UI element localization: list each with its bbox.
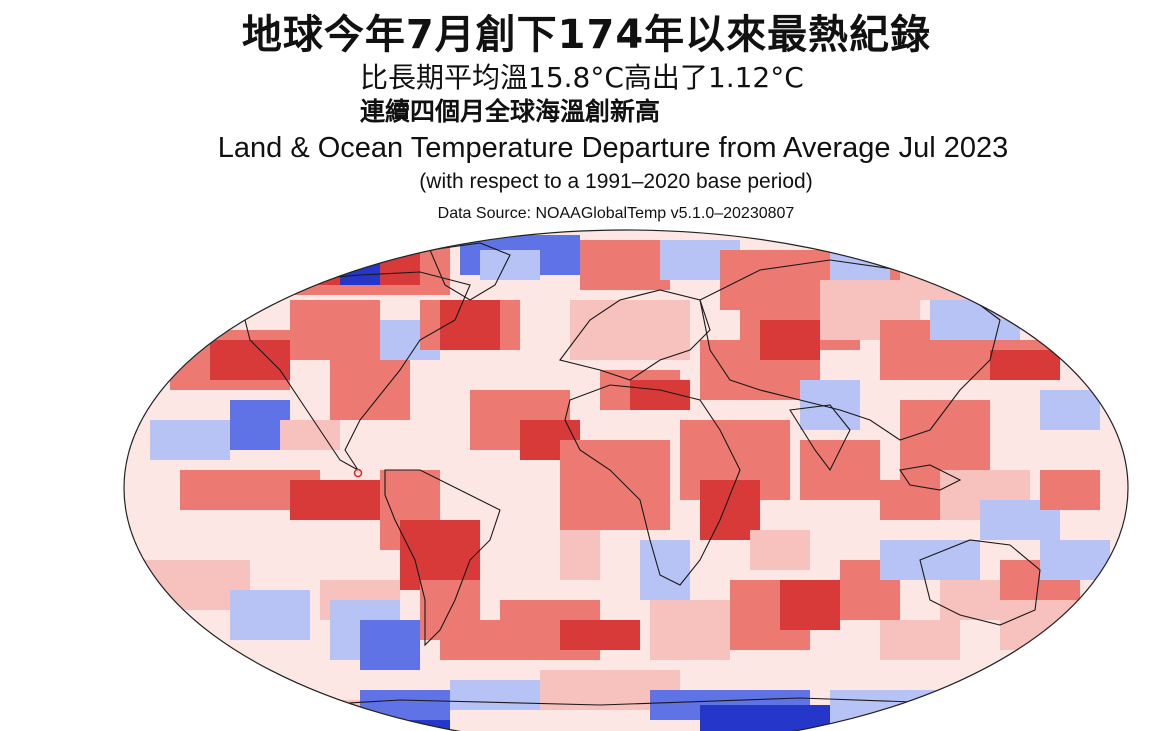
subheadline-ocean-record: 連續四個月全球海溫創新高 [360,97,661,126]
anomaly-cell [330,360,410,420]
anomaly-cell [440,300,500,350]
anomaly-cell [1000,280,1060,320]
coastline [564,384,741,586]
anomaly-cell [780,580,840,630]
map-title: Land & Ocean Temperature Departure from … [217,132,1009,164]
anomaly-cell [560,620,640,650]
map-subtitle: (with respect to a 1991–2020 base period… [419,170,813,193]
anomaly-cell [760,320,820,360]
coastline [384,469,501,647]
anomaly-cell [560,440,670,530]
anomaly-cell [210,340,290,380]
anomaly-cell [1000,600,1090,650]
anomaly-cell [290,480,390,520]
anomaly-cell [990,350,1060,380]
anomaly-cell [340,255,380,285]
anomaly-cell [440,620,500,660]
coastline [699,259,1001,441]
anomaly-cell [940,580,1000,620]
location-marker [353,468,363,478]
anomaly-cell [570,300,690,360]
anomaly-cell [950,700,1090,731]
anomaly-cell [580,240,670,290]
anomaly-cell [230,590,310,640]
anomaly-cell [150,420,230,460]
anomaly-cell [290,300,380,360]
anomaly-cell [650,600,730,660]
anomaly-cell [360,690,450,720]
coastline [239,271,471,471]
coastline [429,242,511,301]
anomaly-cell [750,530,810,570]
anomaly-cell [880,540,980,580]
anomaly-cell [1040,470,1100,510]
anomaly-cell [700,705,850,731]
map-data-source: Data Source: NOAAGlobalTemp v5.1.0–20230… [437,205,795,222]
anomaly-cell [560,530,600,580]
coastline [789,404,851,472]
anomaly-cell [640,540,690,600]
anomaly-cell [450,680,540,710]
anomaly-cell [830,690,960,730]
headline: 地球今年7月創下174年以來最熱紀錄 [241,12,932,58]
anomaly-cell [280,420,340,450]
coastline [899,464,962,491]
anomaly-cell [1040,540,1110,580]
globe-outline [123,229,1129,731]
subheadline-temperature: 比長期平均溫15.8°C高出了1.12°C [360,61,804,94]
anomaly-cell [400,520,480,590]
anomaly-cell [1040,390,1100,430]
coastline [559,289,711,381]
anomaly-layer [124,230,1128,731]
coastline [919,539,1041,626]
anomaly-cell [360,620,420,670]
anomaly-cell [880,620,960,660]
anomaly-cell [900,400,990,480]
